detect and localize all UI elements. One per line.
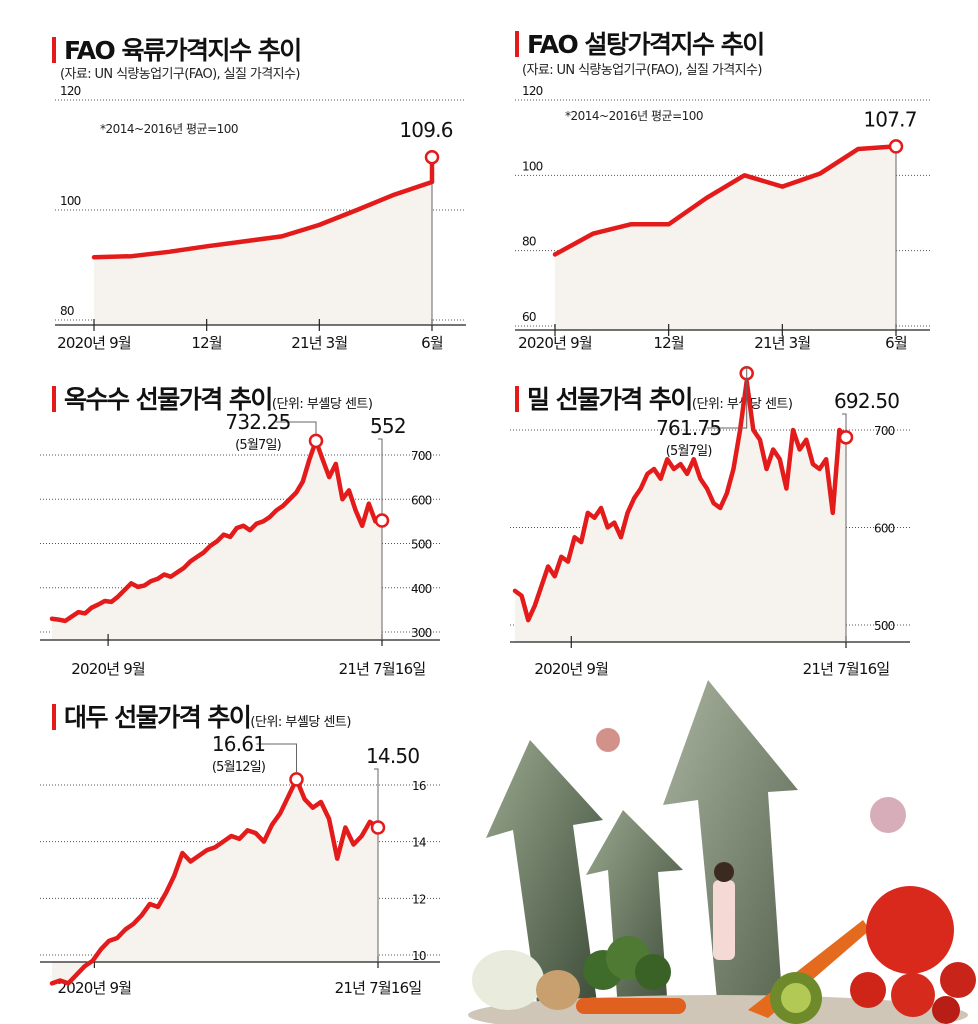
y-tick-label: 12 bbox=[412, 892, 426, 906]
base-note: *2014~2016년 평균=100 bbox=[100, 122, 239, 136]
unit-label: (단위: 부셸당 센트) bbox=[250, 715, 351, 730]
y-tick-label: 120 bbox=[60, 84, 81, 98]
end-point-marker bbox=[370, 820, 386, 835]
carrot-icon bbox=[576, 998, 686, 1014]
series-line bbox=[91, 154, 435, 260]
end-leader-line bbox=[842, 413, 847, 431]
y-tick-label: 120 bbox=[522, 84, 543, 98]
y-tick-label: 100 bbox=[522, 159, 543, 173]
x-tick-label: 2020년 9월 bbox=[71, 660, 145, 678]
person-icon bbox=[714, 862, 734, 882]
arrow-icon bbox=[663, 680, 798, 1010]
peak-marker bbox=[289, 772, 304, 787]
peak-value-label: 761.75 bbox=[656, 416, 721, 440]
x-tick-label: 21년 3월 bbox=[754, 334, 810, 352]
peak-leader-line bbox=[256, 743, 297, 773]
chart-title: 옥수수 선물가격 추이(단위: 부셸당 센트) bbox=[52, 380, 373, 416]
end-value-label: 109.6 bbox=[399, 118, 452, 142]
x-tick-label: 6월 bbox=[421, 334, 443, 352]
rising-arrows-vegetables-illustration bbox=[468, 680, 976, 1024]
peak-date-label: (5월12일) bbox=[212, 760, 265, 775]
source-note: (자료: UN 식량농업기구(FAO), 실질 가격지수) bbox=[522, 63, 762, 78]
peak-date-label: (5월7일) bbox=[666, 444, 712, 459]
wheat-futures-panel: 밀 선물가격 추이(단위: 부셸당 센트) 500 600 700 2020년 9월 2… bbox=[490, 366, 978, 690]
x-tick-label: 12월 bbox=[191, 334, 222, 352]
x-tick-label: 6월 bbox=[885, 334, 907, 352]
y-tick-label: 600 bbox=[411, 493, 432, 507]
end-point-marker bbox=[838, 430, 854, 445]
tomato-icon bbox=[866, 886, 954, 974]
end-point-marker bbox=[888, 139, 904, 154]
y-tick-label: 80 bbox=[60, 304, 74, 318]
wheat-chart: 500 600 700 2020년 9월 21년 7월16일 692.50 761.75 (5… bbox=[510, 366, 910, 678]
peak-value-label: 16.61 bbox=[212, 732, 265, 756]
base-note: *2014~2016년 평균=100 bbox=[565, 109, 704, 123]
peak-marker bbox=[308, 433, 324, 449]
y-tick-label: 60 bbox=[522, 310, 536, 324]
cabbage-icon bbox=[472, 950, 544, 1010]
x-tick-label: 21년 3월 bbox=[291, 334, 347, 352]
y-tick-label: 500 bbox=[874, 619, 895, 633]
meat-chart: 80 100 120 2020년 9월 12월 21년 3월 6월 109.6 bbox=[55, 84, 466, 352]
x-tick-label: 12월 bbox=[653, 334, 684, 352]
end-value-label: 552 bbox=[370, 414, 406, 438]
y-tick-label: 700 bbox=[874, 424, 895, 438]
end-leader-line bbox=[374, 768, 379, 821]
y-tick-label: 300 bbox=[411, 626, 432, 640]
area-fill bbox=[515, 381, 846, 642]
series-line bbox=[512, 379, 849, 623]
y-tick-label: 600 bbox=[874, 522, 895, 536]
peak-leader-line bbox=[276, 421, 317, 434]
source-note: (자료: UN 식량농업기구(FAO), 실질 가격지수) bbox=[60, 67, 300, 82]
chart-title: FAO 설탕가격지수 추이 bbox=[515, 25, 765, 61]
peak-value-label: 732.25 bbox=[225, 410, 290, 434]
y-tick-label: 16 bbox=[412, 779, 426, 793]
chart-title: 대두 선물가격 추이(단위: 부셸당 센트) bbox=[52, 698, 351, 734]
x-tick-label: 21년 7월16일 bbox=[339, 660, 426, 678]
area-fill bbox=[555, 146, 896, 330]
soybean-chart: 10 12 14 16 2020년 9월 21년 7월16일 14.50 16.61 (5월12… bbox=[40, 732, 440, 997]
soybean-futures-panel: 대두 선물가격 추이(단위: 부셸당 센트) 10 12 14 16 2020년 9월 2… bbox=[0, 690, 470, 1024]
y-tick-label: 700 bbox=[411, 449, 432, 463]
area-fill bbox=[52, 779, 378, 984]
peak-date-label: (5월7일) bbox=[235, 438, 281, 453]
unit-label: (단위: 부셸당 센트) bbox=[271, 397, 373, 412]
y-tick-label: 100 bbox=[60, 194, 81, 208]
sugar-chart: 60 80 100 120 2020년 9월 12월 21년 3월 6월 107.7 bbox=[515, 84, 930, 352]
x-tick-label: 2020년 9월 bbox=[534, 660, 608, 678]
peak-leader-line bbox=[706, 366, 748, 429]
sugar-index-panel: FAO 설탕가격지수 추이 (자료: UN 식량농업기구(FAO), 실질 가격… bbox=[490, 0, 978, 360]
chart-title: FAO 육류가격지수 추이 bbox=[52, 31, 302, 67]
end-leader-line bbox=[378, 438, 383, 514]
meat-index-panel: FAO 육류가격지수 추이 (자료: UN 식량농업기구(FAO), 실질 가격… bbox=[0, 0, 480, 360]
arrow-icon bbox=[486, 740, 603, 1010]
series-line bbox=[49, 777, 381, 986]
series-line bbox=[552, 144, 899, 257]
corn-futures-panel: 옥수수 선물가격 추이(단위: 부셸당 센트) 300 400 500 600 700 2… bbox=[0, 370, 480, 690]
x-tick-label: 2020년 9월 bbox=[57, 334, 131, 352]
y-tick-label: 500 bbox=[411, 538, 432, 552]
y-tick-label: 14 bbox=[412, 836, 426, 850]
y-tick-label: 10 bbox=[412, 949, 426, 963]
end-point-marker bbox=[424, 149, 440, 165]
series-line bbox=[49, 438, 385, 624]
y-tick-label: 80 bbox=[522, 235, 536, 249]
end-value-label: 14.50 bbox=[366, 744, 419, 768]
end-value-label: 107.7 bbox=[863, 107, 916, 131]
x-tick-label: 2020년 9월 bbox=[518, 334, 592, 352]
corn-chart: 300 400 500 600 700 2020년 9월 21년 7월16일 552 732.2… bbox=[40, 410, 440, 678]
end-point-marker bbox=[374, 513, 390, 528]
x-tick-label: 21년 7월16일 bbox=[335, 979, 422, 997]
x-tick-label: 2020년 9월 bbox=[58, 979, 132, 997]
y-tick-label: 400 bbox=[411, 582, 432, 596]
x-tick-label: 21년 7월16일 bbox=[803, 660, 890, 678]
end-value-label: 692.50 bbox=[834, 389, 899, 413]
onion-icon bbox=[536, 970, 580, 1010]
